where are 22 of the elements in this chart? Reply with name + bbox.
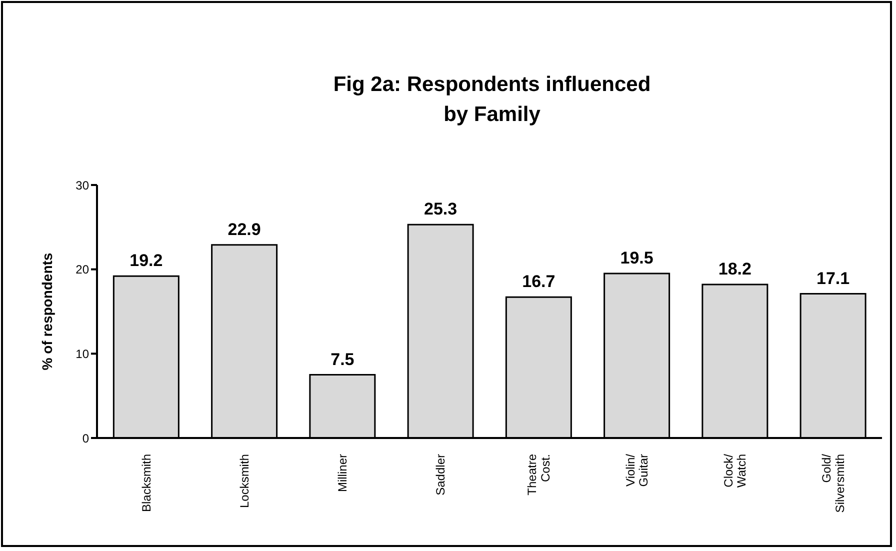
y-tick-label: 30: [76, 178, 90, 192]
x-tick-label: Clock/ Watch: [721, 453, 749, 488]
data-label: 7.5: [330, 350, 354, 369]
data-label: 17.1: [816, 268, 850, 288]
x-tick-label: Violin/ Guitar: [623, 453, 650, 487]
data-label: 19.5: [620, 248, 654, 268]
y-tick-label: 20: [76, 262, 90, 277]
data-label: 18.2: [718, 260, 752, 279]
y-tick-label: 0: [82, 431, 90, 446]
x-tick-label: Milliner: [336, 454, 350, 492]
chart-title: Fig 2a: Respondents influenced by Family: [332, 72, 652, 128]
data-label: 19.2: [130, 251, 163, 270]
y-tick-label: 10: [76, 346, 90, 361]
data-label: 22.9: [228, 220, 261, 239]
x-tick-label: Blacksmith: [139, 454, 154, 512]
data-label: 16.7: [522, 272, 556, 292]
x-tick-label: Gold/ Silversmith: [820, 453, 847, 513]
data-label: 25.3: [424, 200, 458, 219]
y-axis-title: % of respondents: [38, 252, 55, 370]
x-tick-label: Theatre Cost.: [525, 454, 552, 496]
x-tick-label: Saddler: [434, 454, 448, 496]
x-tick-label: Locksmith: [237, 454, 252, 508]
